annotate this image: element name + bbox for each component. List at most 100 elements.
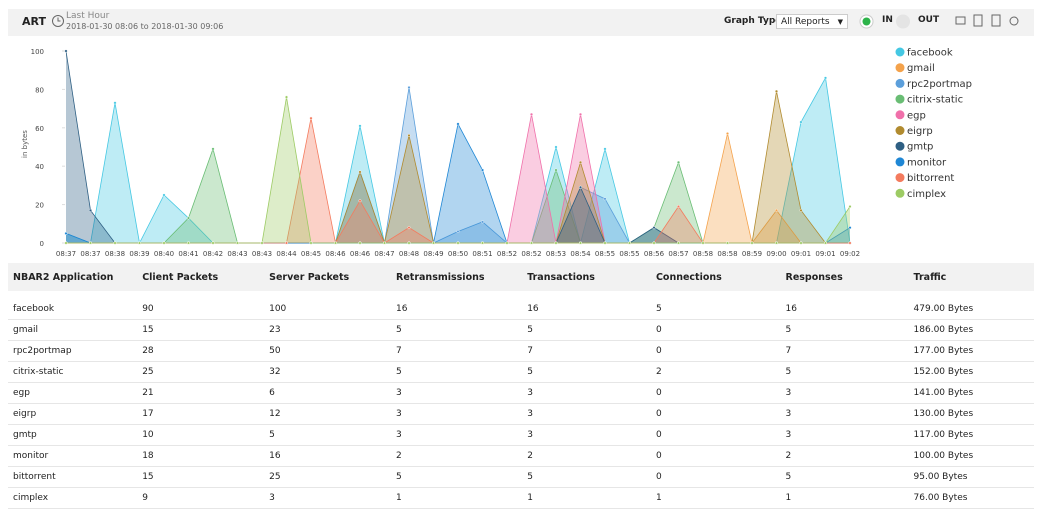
table-cell: 2 — [780, 445, 909, 467]
area-fill — [66, 133, 850, 243]
dropdown-arrow: ▼ — [837, 18, 843, 26]
data-point — [432, 241, 436, 245]
data-point — [407, 226, 411, 230]
refresh-icon[interactable] — [1009, 16, 1019, 26]
data-point — [530, 112, 534, 116]
table-row: gmtp 10 5 3 3 0 3 117.00 Bytes — [8, 424, 1034, 446]
table-cell: 3 — [780, 424, 909, 446]
table-cell: 90 — [137, 291, 265, 320]
data-point — [603, 197, 607, 201]
table-cell: 95.00 Bytes — [908, 466, 1034, 488]
x-tick-label: 08:54 — [570, 250, 591, 258]
table-cell: 5 — [780, 466, 909, 488]
table-cell: egp — [8, 382, 138, 404]
legend-label[interactable]: cimplex — [907, 189, 946, 200]
table-cell: 5 — [391, 466, 523, 488]
data-point — [775, 89, 779, 93]
x-tick-label: 08:44 — [276, 250, 297, 258]
table-row: egp 21 6 3 3 0 3 141.00 Bytes — [8, 382, 1034, 404]
legend-label[interactable]: rpc2portmap — [907, 79, 972, 90]
data-point — [456, 241, 460, 245]
toolbar-icons — [859, 14, 1019, 29]
table-cell: 50 — [264, 340, 392, 362]
x-tick-label: 08:46 — [350, 250, 371, 258]
data-point — [186, 216, 190, 220]
data-point — [799, 241, 803, 245]
legend-swatch — [895, 188, 905, 198]
pdf-icon[interactable] — [973, 14, 983, 27]
table-cell: 5 — [391, 319, 523, 341]
data-point — [309, 116, 313, 120]
graph-type-select[interactable]: All Reports ▼ — [776, 14, 848, 29]
data-point — [358, 170, 362, 174]
legend-swatch — [895, 173, 905, 183]
x-tick-label: 08:57 — [668, 250, 688, 258]
table-cell: 141.00 Bytes — [908, 382, 1034, 404]
x-tick-label: 08:37 — [56, 250, 76, 258]
legend-label[interactable]: gmail — [907, 63, 935, 74]
date-range: 2018-01-30 08:06 to 2018-01-30 09:06 — [66, 22, 224, 31]
out-toggle[interactable] — [896, 14, 910, 29]
table-cell: 0 — [650, 382, 781, 404]
csv-icon[interactable] — [991, 14, 1001, 27]
legend-label[interactable]: facebook — [907, 48, 953, 59]
legend-label[interactable]: citrix-static — [907, 95, 963, 106]
table-cell: 12 — [264, 403, 392, 425]
data-point — [579, 185, 583, 189]
column-header: Traffic — [908, 263, 1034, 291]
chart: in bytes 0 20 40 60 80 100 08:37 08:37 08:38 08:3… — [21, 47, 972, 258]
legend-label[interactable]: gmtp — [907, 142, 933, 153]
data-point — [579, 112, 583, 116]
table-row: rpc2portmap 28 50 7 7 0 7 177.00 Bytes — [8, 340, 1034, 362]
table-cell: 479.00 Bytes — [908, 291, 1034, 320]
legend-label[interactable]: egp — [907, 110, 926, 121]
data-point — [285, 95, 289, 99]
x-tick-label: 09:01 — [815, 250, 835, 258]
legend-swatch — [895, 141, 905, 151]
table-cell: 1 — [780, 487, 909, 509]
legend-swatch — [895, 47, 905, 57]
clock-icon — [52, 15, 64, 27]
period[interactable]: Last Hour — [66, 11, 110, 21]
table-cell: 100 — [264, 291, 392, 320]
data-point — [775, 208, 779, 212]
table-cell: 17 — [137, 403, 265, 425]
x-tick-label: 08:42 — [203, 250, 223, 258]
data-point — [481, 168, 485, 172]
table-cell: 0 — [650, 403, 781, 425]
data-point — [235, 241, 239, 245]
table-cell: 3 — [522, 424, 651, 446]
table-row: cimplex 9 3 1 1 1 1 76.00 Bytes — [8, 487, 1034, 509]
table-cell: 177.00 Bytes — [908, 340, 1034, 362]
table-cell: 16 — [522, 291, 651, 320]
data-point — [64, 241, 68, 245]
table-cell: 3 — [391, 403, 523, 425]
data-point — [579, 241, 583, 245]
legend-label[interactable]: eigrp — [907, 126, 933, 137]
mail-icon[interactable] — [955, 16, 966, 25]
data-point — [407, 85, 411, 89]
legend-label[interactable]: bittorrent — [907, 173, 954, 184]
x-tick-label: 08:41 — [178, 250, 198, 258]
data-point — [554, 168, 558, 172]
x-tick-label: 08:55 — [595, 250, 615, 258]
report-table: NBAR2 Application Client Packets Server Pa… — [8, 263, 1034, 509]
out-label: OUT — [918, 15, 940, 25]
table-cell: 5 — [522, 361, 651, 383]
table-cell: 117.00 Bytes — [908, 424, 1034, 446]
x-tick-label: 08:39 — [129, 250, 149, 258]
table-cell: 3 — [522, 403, 651, 425]
table-cell: 0 — [650, 466, 781, 488]
data-point — [824, 241, 828, 245]
x-tick-label: 08:40 — [154, 250, 174, 258]
table-cell: citrix-static — [8, 361, 138, 383]
data-point — [677, 205, 681, 209]
table-cell: 76.00 Bytes — [908, 487, 1034, 509]
table-cell: 5 — [264, 424, 392, 446]
table-cell: 18 — [137, 445, 265, 467]
table-cell: 5 — [522, 319, 651, 341]
table-cell: 5 — [391, 361, 523, 383]
table-cell: 16 — [391, 291, 523, 320]
x-tick-label: 08:55 — [619, 250, 639, 258]
legend-label[interactable]: monitor — [907, 157, 947, 168]
